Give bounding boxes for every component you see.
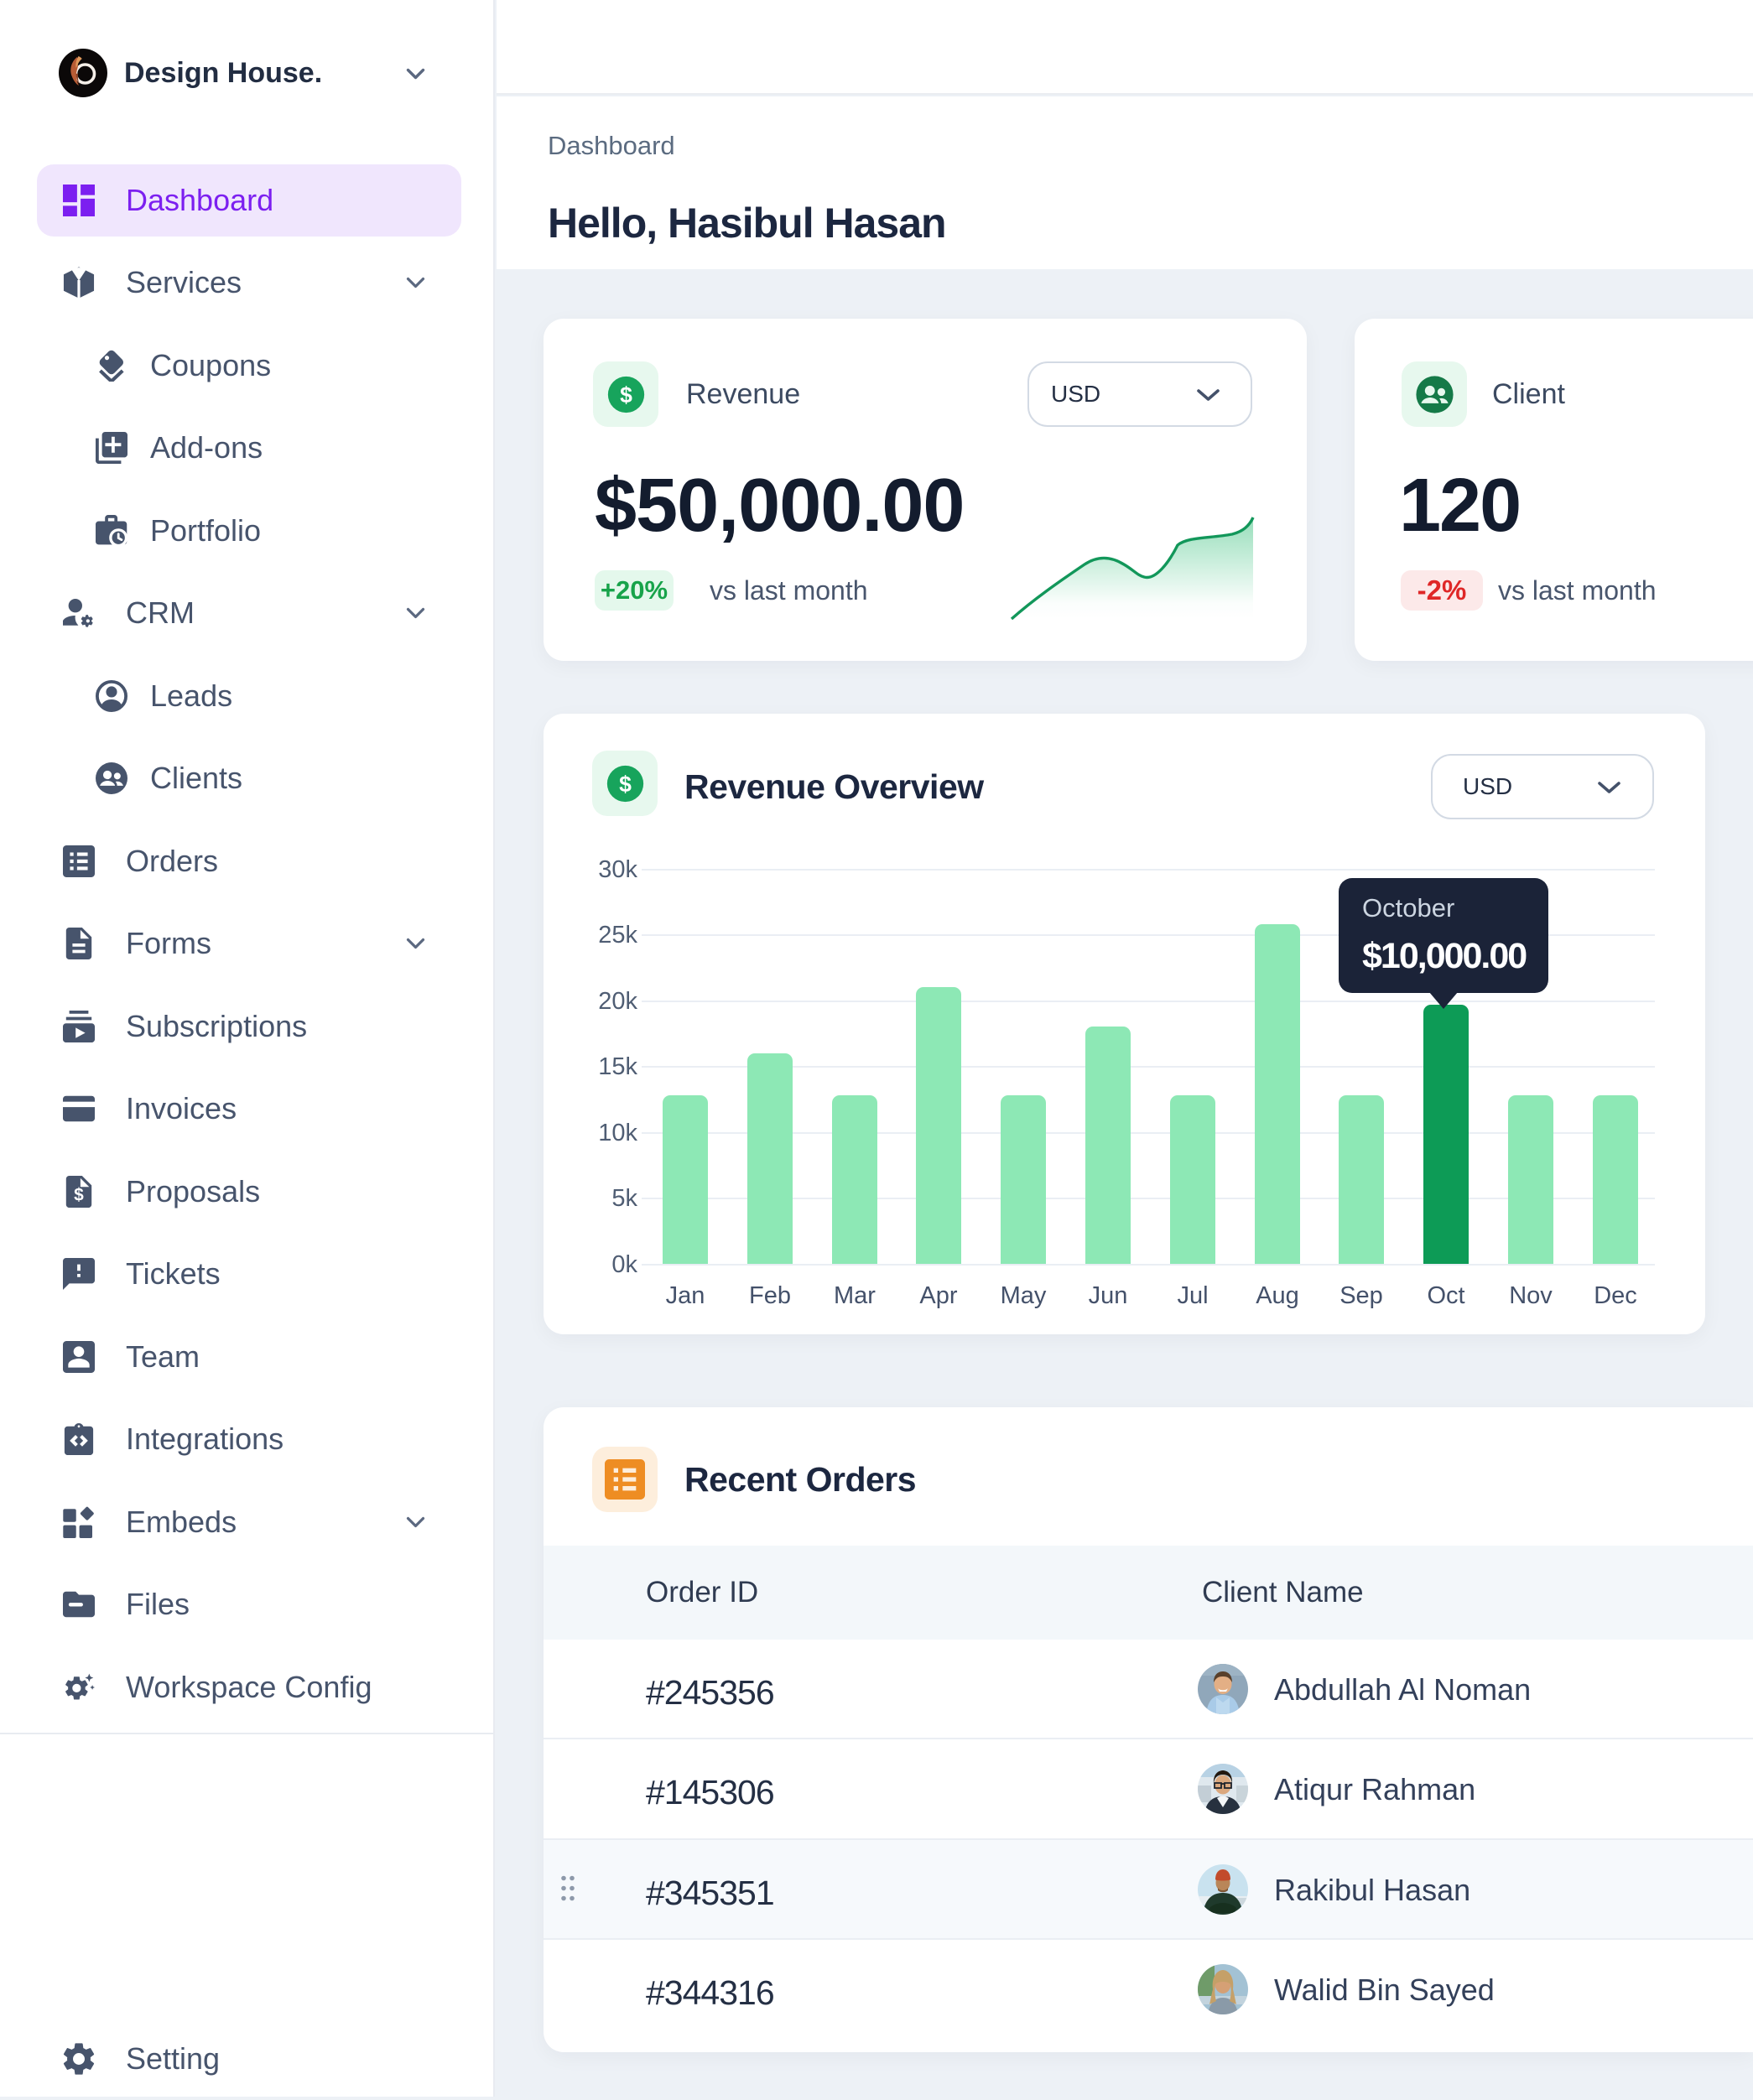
svg-text:$: $ <box>619 771 632 796</box>
svg-text:$: $ <box>74 1186 84 1205</box>
svg-text:$: $ <box>620 382 632 407</box>
